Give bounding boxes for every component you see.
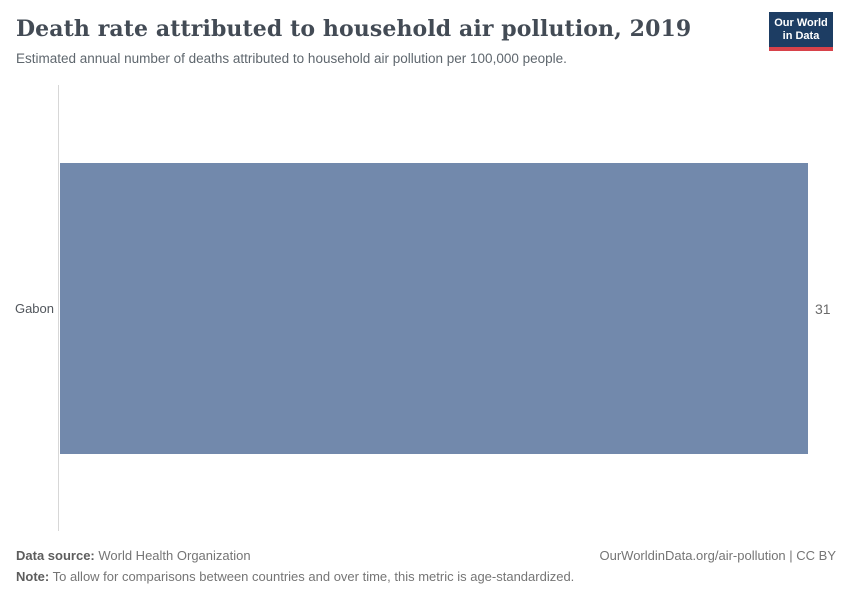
data-source: Data source: World Health Organization	[16, 548, 251, 564]
note: Note: To allow for comparisons between c…	[16, 569, 836, 585]
chart-subtitle: Estimated annual number of deaths attrib…	[16, 51, 567, 66]
entity-label: Gabon	[14, 301, 54, 316]
owid-link[interactable]: OurWorldinData.org/air-pollution | CC BY	[599, 548, 836, 563]
plot-area: Gabon 31	[0, 85, 850, 531]
data-source-label: Data source:	[16, 548, 95, 563]
value-label: 31	[815, 300, 831, 317]
owid-logo[interactable]: Our World in Data	[769, 12, 833, 51]
bar-track: 31	[60, 163, 831, 454]
data-source-value: World Health Organization	[94, 548, 251, 563]
bar	[60, 163, 808, 454]
logo-line2: in Data	[782, 30, 820, 42]
note-label: Note:	[16, 569, 50, 584]
logo-line1: Our World	[774, 17, 828, 29]
page-title: Death rate attributed to household air p…	[16, 16, 692, 42]
chart-header: Death rate attributed to household air p…	[16, 14, 750, 67]
chart-footer: Data source: World Health Organization O…	[16, 548, 836, 585]
footer-row: Data source: World Health Organization O…	[16, 548, 836, 564]
y-axis-line	[58, 85, 59, 531]
note-value: To allow for comparisons between countri…	[49, 569, 575, 584]
